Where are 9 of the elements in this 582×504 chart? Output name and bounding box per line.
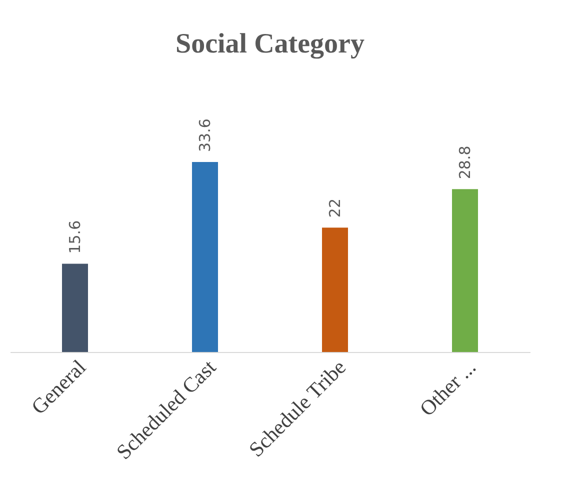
bar	[192, 162, 218, 352]
chart-title: Social Category	[176, 28, 364, 60]
data-label: 15.6	[66, 220, 84, 254]
data-label: 33.6	[196, 118, 214, 152]
data-label: 22	[326, 198, 344, 218]
bar	[62, 264, 88, 352]
bar	[322, 228, 348, 352]
data-label: 28.8	[456, 146, 474, 180]
bar	[452, 189, 478, 352]
